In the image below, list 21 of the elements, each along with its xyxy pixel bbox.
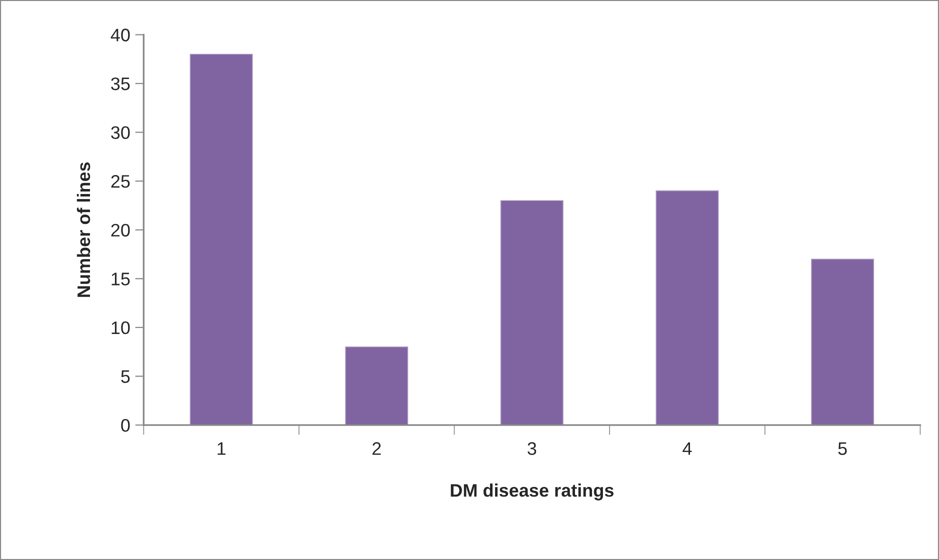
x-tick-label: 5: [838, 442, 847, 455]
y-tick-label: 40: [110, 28, 130, 42]
x-tick-label: 1: [218, 442, 226, 455]
bar: [656, 190, 719, 426]
y-tick-label: 35: [111, 77, 130, 90]
y-tick-label: 15: [112, 272, 130, 286]
y-axis-title: Number of lines: [76, 162, 90, 297]
x-axis-title: DM disease ratings: [450, 484, 614, 500]
bar: [190, 54, 253, 426]
y-tick-label: 25: [111, 175, 130, 188]
x-tick-label: 2: [372, 442, 381, 455]
y-tick-label: 0: [121, 418, 130, 432]
y-tick-label: 20: [111, 224, 130, 237]
x-tick-label: 4: [682, 442, 692, 455]
bar: [500, 200, 564, 426]
x-tick-label: 3: [528, 442, 536, 455]
y-tick-label: 10: [112, 321, 130, 334]
y-tick-label: 5: [121, 370, 130, 383]
y-tick-label: 30: [111, 126, 130, 140]
bar: [345, 346, 408, 426]
bar: [811, 258, 874, 426]
